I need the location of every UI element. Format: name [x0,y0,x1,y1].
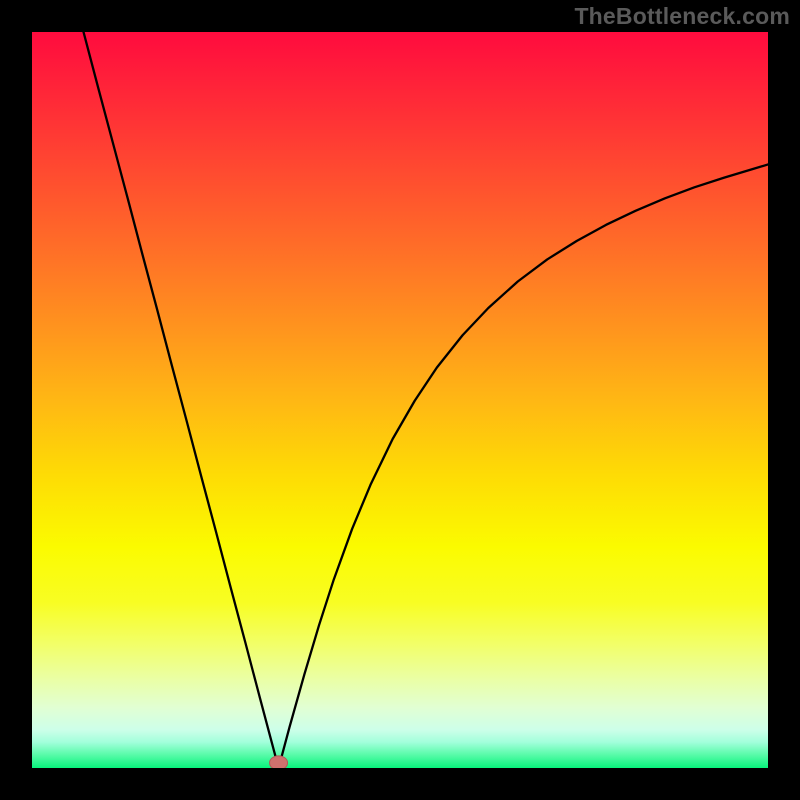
minimum-marker [270,756,288,768]
plot-area [32,32,768,768]
plot-svg [32,32,768,768]
watermark-text: TheBottleneck.com [574,3,790,30]
gradient-background [32,32,768,768]
